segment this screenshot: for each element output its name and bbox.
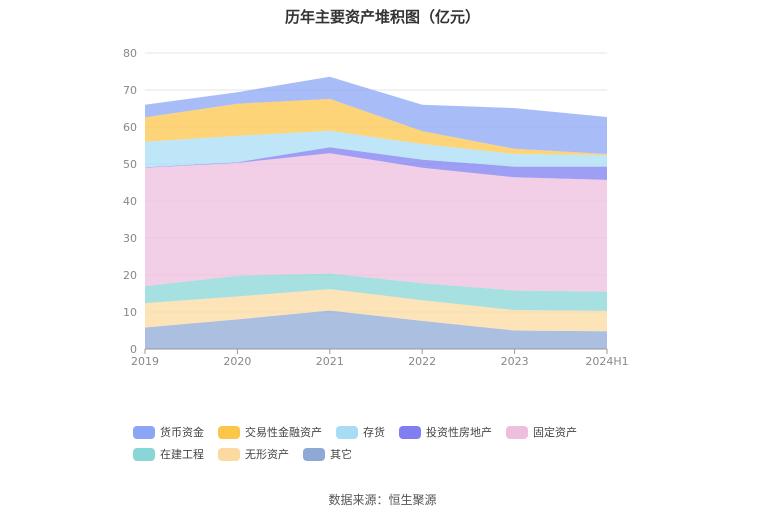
y-tick-label-20: 20 [123, 269, 137, 282]
legend-label-other: 其它 [330, 448, 352, 461]
legend-label-trading-assets: 交易性金融资产 [245, 426, 322, 439]
y-tick-label-80: 80 [123, 47, 137, 60]
y-tick-label-60: 60 [123, 121, 137, 134]
legend-swatch-investment-property [399, 425, 421, 439]
legend-label-inventory: 存货 [363, 426, 385, 439]
legend-swatch-other [303, 447, 325, 461]
legend-swatch-construction [133, 447, 155, 461]
legend-label-investment-property: 投资性房地产 [426, 426, 492, 439]
legend-label-intangible: 无形资产 [245, 448, 289, 461]
y-tick-label-30: 30 [123, 232, 137, 245]
legend-label-fixed-assets: 固定资产 [533, 426, 577, 439]
area-series-6 [145, 98, 607, 156]
x-tick-label-3: 2022 [408, 355, 436, 368]
legend: 货币资金 交易性金融资产 存货 投资性房地产 固定资产 在建工程 无形资产 其它 [133, 425, 653, 461]
legend-swatch-inventory [336, 425, 358, 439]
legend-swatch-fixed-assets [506, 425, 528, 439]
y-tick-label-40: 40 [123, 195, 137, 208]
legend-item-construction[interactable]: 在建工程 [133, 447, 204, 461]
y-tick-label-0: 0 [130, 343, 137, 356]
legend-item-investment-property[interactable]: 投资性房地产 [399, 425, 492, 439]
area-series-1 [145, 289, 607, 332]
legend-swatch-trading-assets [218, 425, 240, 439]
x-tick-label-2: 2021 [316, 355, 344, 368]
x-tick-label-1: 2020 [223, 355, 251, 368]
area-series-7 [145, 76, 607, 154]
x-tick-label-0: 2019 [131, 355, 159, 368]
legend-item-intangible[interactable]: 无形资产 [218, 447, 289, 461]
legend-item-cash[interactable]: 货币资金 [133, 425, 204, 439]
legend-item-trading-assets[interactable]: 交易性金融资产 [218, 425, 322, 439]
data-source: 数据来源：恒生聚源 [328, 493, 437, 507]
legend-label-cash: 货币资金 [160, 426, 204, 439]
legend-label-construction: 在建工程 [160, 448, 204, 461]
legend-swatch-intangible [218, 447, 240, 461]
legend-item-fixed-assets[interactable]: 固定资产 [506, 425, 577, 439]
y-tick-label-10: 10 [123, 306, 137, 319]
x-tick-label-5: 2024H1 [585, 355, 628, 368]
area-series-2 [145, 273, 607, 311]
area-series-4 [145, 147, 607, 180]
y-tick-label-70: 70 [123, 84, 137, 97]
legend-swatch-cash [133, 425, 155, 439]
area-series-0 [145, 310, 607, 349]
chart-title: 历年主要资产堆积图（亿元） [284, 8, 480, 26]
area-series-3 [145, 153, 607, 292]
x-tick-label-4: 2023 [501, 355, 529, 368]
legend-item-other[interactable]: 其它 [303, 447, 352, 461]
legend-item-inventory[interactable]: 存货 [336, 425, 385, 439]
y-tick-label-50: 50 [123, 158, 137, 171]
area-series-5 [145, 130, 607, 168]
